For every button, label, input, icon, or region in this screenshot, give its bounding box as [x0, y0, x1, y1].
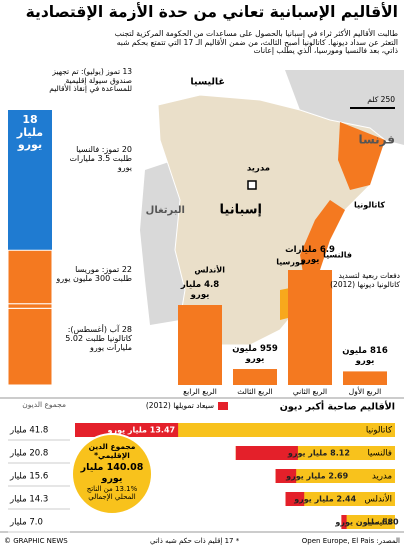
- fund-value: 18 مليار يورو: [16, 113, 44, 152]
- refinance-bar: [341, 515, 347, 529]
- refinance-bar: [75, 423, 179, 437]
- quarter-title: دفعات ربعية لتسديد كاتالونيا ديونها (201…: [330, 271, 400, 289]
- total-share: 13.1% من الناتج المحلي الإجمالي: [86, 485, 138, 502]
- request-bar: [7, 307, 53, 386]
- legend-label: مجموع الديون: [22, 400, 66, 409]
- legend-swatch: [218, 402, 228, 410]
- refinance-label: 13.47 مليار يورو: [107, 426, 176, 435]
- region-label: الأندلس: [365, 494, 392, 505]
- quarter-value: 959 مليون يورو: [232, 344, 278, 364]
- quarter-label: الربع الثاني: [292, 387, 328, 396]
- catalonia: [338, 122, 385, 190]
- total-label: 41.8 مليار: [9, 426, 48, 436]
- total-label: 20.8 مليار: [9, 449, 48, 459]
- map-label: إسبانيا: [220, 203, 263, 218]
- map-label: البرتغال: [146, 205, 185, 216]
- debt-title: الأقاليم صاحبة أكبر ديون: [280, 400, 395, 413]
- request-note: 20 تموز: فالنسيا طلبت 3.5 مليارات يورو: [69, 145, 132, 173]
- refinance-bar: [285, 492, 305, 506]
- quarter-value: 816 مليون يورو: [342, 346, 388, 367]
- quarter-bar: [288, 270, 332, 385]
- valencia: [300, 200, 345, 285]
- refinance-bar: [275, 469, 297, 483]
- map-label: غاليسيا: [190, 77, 225, 88]
- quarter-bar: [178, 305, 222, 385]
- region-label: فالنسيا: [367, 449, 392, 459]
- map-label: الأندلس: [194, 265, 225, 276]
- request-bar: [7, 249, 53, 305]
- map-label: كاتالونيا: [354, 201, 385, 210]
- request-note: 28 آب (أغسطس): كاتالونيا طلبت 5.02 مليار…: [65, 325, 132, 353]
- total-circle: [71, 433, 153, 515]
- quarter-value: 6.9 مليارات يورو: [285, 245, 335, 265]
- fund-note: 13 تموز (يوليو): تم تجهيز صندوق سيولة إق…: [49, 67, 132, 94]
- total-value: 140.08 مليار يورو: [80, 462, 144, 484]
- quarter-label: الربع الأول: [348, 387, 382, 396]
- madrid-marker: [247, 180, 257, 190]
- total-bar: [285, 492, 395, 506]
- map-label: فالنسيا: [323, 251, 352, 260]
- quarter-label: الربع الرابع: [183, 387, 217, 396]
- quarter-value: 4.8 مليار يورو: [180, 280, 220, 300]
- refinance-label: 8.12 مليار يورو: [287, 449, 350, 458]
- refinance-bar: [235, 446, 298, 460]
- total-bar: [341, 515, 395, 529]
- region-label: غاليسيا: [367, 518, 392, 528]
- quarter-bar: [233, 369, 277, 385]
- request-note: 22 تموز: موريسا طلبت 300 مليون يورو: [56, 265, 132, 284]
- footnote: * 17 إقليم ذات حكم شبه ذاتي: [150, 537, 240, 545]
- refinance-label: 2.44 مليار يورو: [293, 495, 356, 504]
- refinance-label: 2.69 مليار يورو: [285, 472, 348, 481]
- map-label: مورسيا: [276, 258, 305, 267]
- legend-label: سيعاد تمويلها (2012): [146, 401, 214, 410]
- france: [285, 70, 404, 145]
- request-bar: [7, 303, 53, 309]
- map-label: مدريد: [247, 164, 270, 174]
- quarter-label: الربع الثالث: [237, 387, 273, 396]
- title: الأقاليم الإسبانية تعاني من حدة الأزمة ا…: [25, 3, 398, 21]
- subtitle: طالبت الأقاليم الأكثر ثراء في إسبانيا با…: [114, 29, 398, 56]
- portugal: [140, 160, 185, 325]
- source: المصدر: Open Europe, El Pais: [301, 537, 400, 545]
- scale-label: 250 كلم: [367, 95, 395, 104]
- refinance-label: 680 مليون يورو: [334, 518, 399, 527]
- total-label: 7.0 مليار: [9, 518, 43, 528]
- map-label: فرنسا: [358, 133, 395, 147]
- total-bar: [275, 469, 395, 483]
- total-title: مجموع الدين الإقليمي*: [88, 442, 136, 460]
- quarter-bar: [343, 371, 387, 385]
- total-label: 15.6 مليار: [9, 472, 48, 482]
- region-label: مدريد: [372, 472, 392, 482]
- region-label: كاتالونيا: [366, 426, 393, 436]
- copyright: © GRAPHIC NEWS: [4, 537, 68, 545]
- total-label: 14.3 مليار: [9, 495, 48, 505]
